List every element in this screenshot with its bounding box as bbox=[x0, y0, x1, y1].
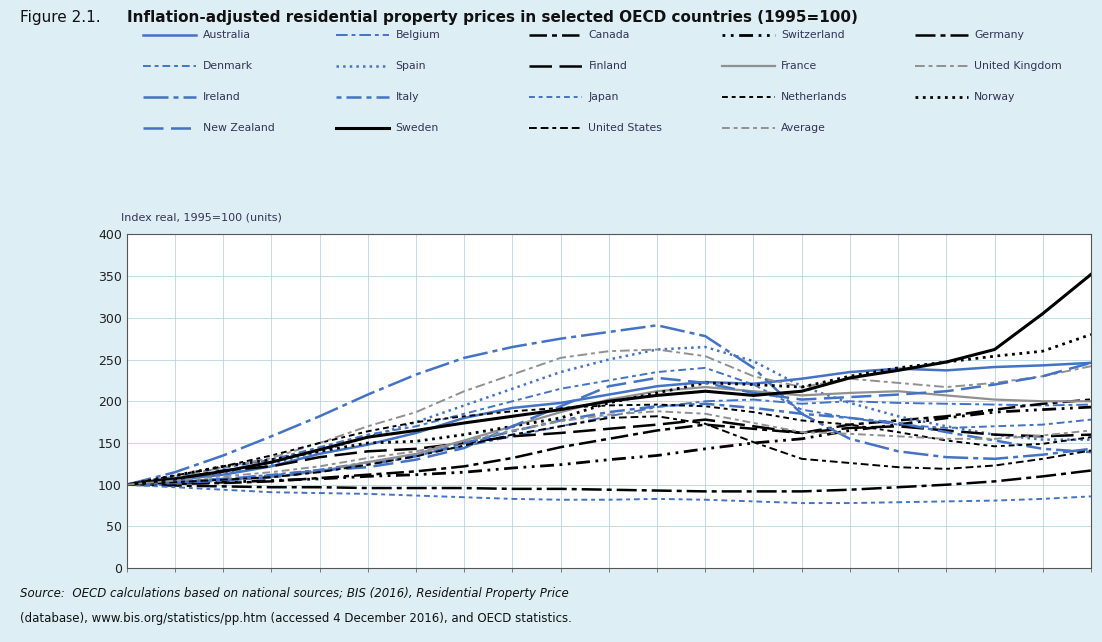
Text: Switzerland: Switzerland bbox=[781, 30, 845, 40]
Text: Japan: Japan bbox=[588, 92, 619, 102]
Text: Ireland: Ireland bbox=[203, 92, 240, 102]
Text: Figure 2.1.: Figure 2.1. bbox=[20, 10, 100, 24]
Text: Australia: Australia bbox=[203, 30, 251, 40]
Text: Germany: Germany bbox=[974, 30, 1024, 40]
Text: Netherlands: Netherlands bbox=[781, 92, 847, 102]
Text: Spain: Spain bbox=[396, 61, 426, 71]
Text: Source:  OECD calculations based on national sources; BIS (2016), Residential Pr: Source: OECD calculations based on natio… bbox=[20, 587, 569, 600]
Text: Inflation-adjusted residential property prices in selected OECD countries (1995=: Inflation-adjusted residential property … bbox=[127, 10, 857, 24]
Text: New Zealand: New Zealand bbox=[203, 123, 274, 133]
Text: Average: Average bbox=[781, 123, 826, 133]
Text: France: France bbox=[781, 61, 818, 71]
Text: Belgium: Belgium bbox=[396, 30, 441, 40]
Text: Index real, 1995=100 (units): Index real, 1995=100 (units) bbox=[121, 213, 282, 223]
Text: Denmark: Denmark bbox=[203, 61, 252, 71]
Text: Finland: Finland bbox=[588, 61, 627, 71]
Text: Italy: Italy bbox=[396, 92, 419, 102]
Text: Canada: Canada bbox=[588, 30, 630, 40]
Text: United States: United States bbox=[588, 123, 662, 133]
Text: Norway: Norway bbox=[974, 92, 1016, 102]
Text: Sweden: Sweden bbox=[396, 123, 439, 133]
Text: (database), www.bis.org/statistics/pp.htm (accessed 4 December 2016), and OECD s: (database), www.bis.org/statistics/pp.ht… bbox=[20, 612, 572, 625]
Text: United Kingdom: United Kingdom bbox=[974, 61, 1062, 71]
